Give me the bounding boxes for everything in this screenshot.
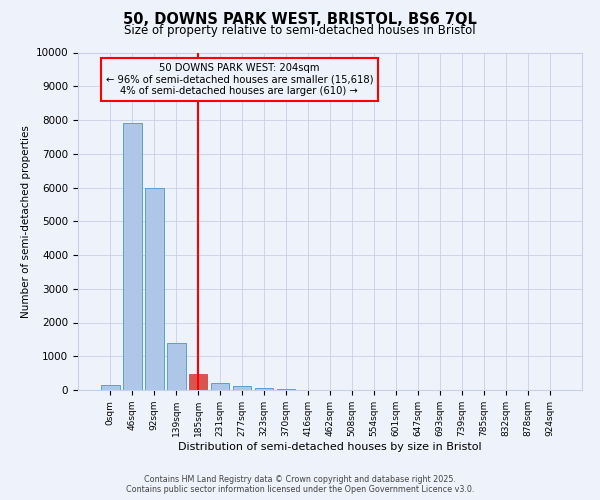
Bar: [167, 343, 185, 390]
Bar: [211, 382, 229, 390]
Bar: [123, 124, 142, 390]
Bar: [101, 385, 119, 390]
Text: Contains HM Land Registry data © Crown copyright and database right 2025.
Contai: Contains HM Land Registry data © Crown c…: [126, 474, 474, 494]
Text: Size of property relative to semi-detached houses in Bristol: Size of property relative to semi-detach…: [124, 24, 476, 37]
Text: 50 DOWNS PARK WEST: 204sqm
← 96% of semi-detached houses are smaller (15,618)
4%: 50 DOWNS PARK WEST: 204sqm ← 96% of semi…: [106, 62, 373, 96]
Bar: [189, 374, 208, 390]
Text: 50, DOWNS PARK WEST, BRISTOL, BS6 7QL: 50, DOWNS PARK WEST, BRISTOL, BS6 7QL: [123, 12, 477, 28]
X-axis label: Distribution of semi-detached houses by size in Bristol: Distribution of semi-detached houses by …: [178, 442, 482, 452]
Bar: [255, 388, 274, 390]
Y-axis label: Number of semi-detached properties: Number of semi-detached properties: [22, 125, 31, 318]
Bar: [233, 386, 251, 390]
Bar: [145, 188, 164, 390]
